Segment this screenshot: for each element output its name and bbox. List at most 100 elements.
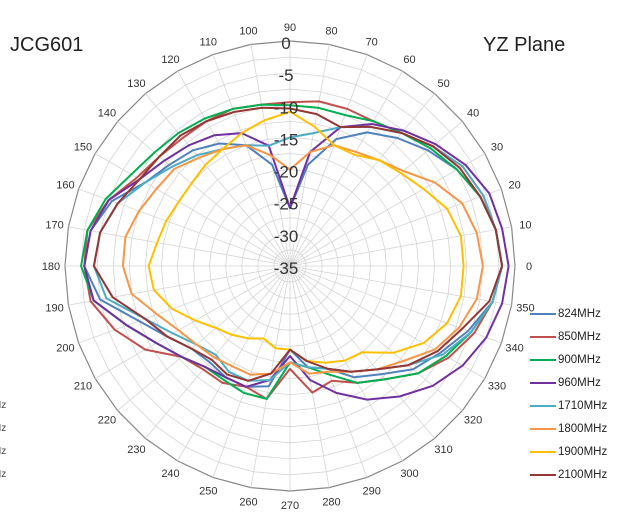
grid-spoke (289, 226, 512, 267)
legend-label: 1710MHz (558, 400, 608, 412)
legend-label: 824MHz (558, 308, 601, 320)
legend-label: 1800MHz (558, 423, 608, 435)
angle-tick-label: 220 (98, 415, 116, 427)
radial-tick-label: -30 (274, 227, 299, 246)
clipped-legend-label: Hz (0, 400, 7, 411)
radial-tick-label: -10 (274, 98, 299, 117)
angle-tick-label: 190 (45, 303, 63, 315)
angle-tick-label: 350 (516, 303, 534, 315)
grid-spoke (289, 265, 330, 488)
radial-tick-label: -5 (278, 66, 293, 85)
angle-tick-label: 170 (45, 220, 63, 232)
angle-tick-label: 240 (161, 468, 179, 480)
radial-tick-label: 0 (281, 34, 290, 53)
angle-tick-label: 340 (505, 343, 523, 355)
grid-spoke (68, 226, 291, 267)
angle-tick-label: 20 (508, 179, 520, 191)
clipped-legend-label: Hz (0, 469, 7, 480)
grid-spoke (145, 93, 291, 267)
series-line-960MHz (83, 123, 510, 401)
angle-tick-label: 180 (42, 261, 60, 273)
radial-tick-label: -15 (274, 130, 299, 149)
grid-spoke (68, 265, 291, 306)
grid-spoke (289, 265, 486, 379)
legend-label: 850MHz (558, 331, 601, 343)
radial-tick-label: -20 (274, 163, 299, 182)
angle-tick-label: 270 (281, 500, 299, 512)
angle-tick-label: 10 (519, 220, 531, 232)
legend-item: 1900MHz (530, 444, 618, 467)
legend-swatch (530, 405, 556, 407)
grid-spoke (289, 188, 502, 267)
legend-item: 824MHz (530, 306, 618, 329)
legend-item: 1710MHz (530, 398, 618, 421)
angle-tick-label: 210 (74, 381, 92, 393)
legend-swatch (530, 474, 556, 476)
angle-tick-label: 280 (322, 496, 340, 508)
series-lines (80, 100, 510, 401)
legend-item: 900MHz (530, 352, 618, 375)
angle-tick-label: 160 (56, 179, 74, 191)
angle-tick-label: 290 (363, 486, 381, 498)
angle-tick-label: 300 (400, 468, 418, 480)
series-line-2100MHz (92, 106, 504, 382)
grid-spoke (177, 265, 291, 462)
grid-spoke (289, 121, 463, 267)
angle-tick-label: 100 (239, 26, 257, 38)
series-line-1900MHz (147, 110, 465, 364)
legend-label: 960MHz (558, 377, 601, 389)
legend-swatch (530, 428, 556, 430)
clipped-legend-label: Hz (0, 446, 7, 457)
legend-label: 2100MHz (558, 469, 608, 481)
series-line-900MHz (80, 103, 504, 400)
angle-tick-label: 70 (366, 36, 378, 48)
grid-spoke (289, 93, 435, 267)
grid-spoke (94, 265, 291, 379)
angle-tick-label: 90 (284, 22, 296, 34)
grid-spoke (289, 265, 463, 411)
angle-tick-label: 250 (199, 486, 217, 498)
clipped-legend-label: Hz (0, 423, 7, 434)
grid-spoke (117, 265, 291, 411)
legend-item: 960MHz (530, 375, 618, 398)
angle-tick-label: 80 (325, 26, 337, 38)
legend-label: 900MHz (558, 354, 601, 366)
angle-tick-label: 320 (464, 415, 482, 427)
angle-tick-label: 140 (98, 107, 116, 119)
chart-title-right: YZ Plane (483, 34, 566, 56)
grid-spoke (289, 265, 512, 306)
grid-spoke (212, 54, 291, 267)
radial-tick-label: -25 (274, 195, 299, 214)
legend: 824MHz 850MHz 900MHz 960MHz 1710MHz 1800MHz 19… (530, 306, 618, 490)
angle-tick-label: 60 (403, 54, 415, 66)
angle-tick-label: 200 (56, 343, 74, 355)
legend-swatch (530, 451, 556, 453)
grid-spoke (289, 54, 368, 267)
angle-tick-label: 50 (437, 78, 449, 90)
angle-tick-label: 130 (127, 78, 145, 90)
legend-item: 1800MHz (530, 421, 618, 444)
angle-tick-label: 150 (74, 142, 92, 154)
radial-tick-label: -35 (274, 259, 299, 278)
angle-tick-label: 310 (434, 444, 452, 456)
legend-swatch (530, 313, 556, 315)
grid-spoke (289, 70, 403, 267)
grid-spoke (250, 265, 291, 488)
grid-spoke (94, 153, 291, 267)
grid-spoke (78, 188, 291, 267)
angle-tick-label: 40 (467, 107, 479, 119)
legend-item: 2100MHz (530, 467, 618, 490)
legend-swatch (530, 382, 556, 384)
legend-swatch (530, 359, 556, 361)
legend-item: 850MHz (530, 329, 618, 352)
legend-swatch (530, 336, 556, 338)
grid-spoke (145, 265, 291, 439)
axis-labels: 0 -5 -10 -15 -20 -25 -30 -35 0 10 20 30 40 50 60 70 80 90… (42, 22, 535, 512)
angle-tick-label: 0 (526, 261, 532, 273)
grid-spoke (289, 265, 403, 462)
angle-tick-label: 260 (239, 496, 257, 508)
angle-tick-label: 30 (491, 142, 503, 154)
chart-title-left: JCG601 (10, 34, 84, 56)
angle-tick-label: 110 (200, 36, 218, 48)
